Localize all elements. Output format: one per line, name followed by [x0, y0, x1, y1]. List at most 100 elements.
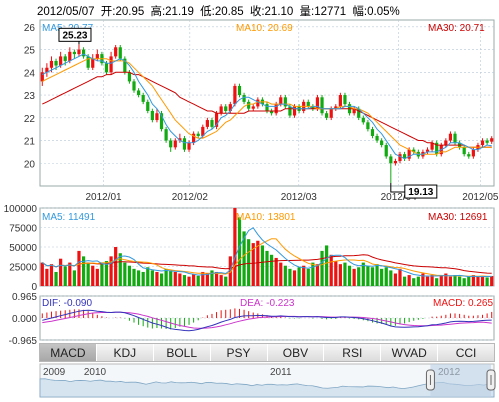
- candle-body: [251, 106, 255, 109]
- candle-body: [86, 56, 90, 68]
- volume-bar: [347, 265, 352, 286]
- tab-macd[interactable]: MACD: [40, 344, 97, 361]
- tab-wvad[interactable]: WVAD: [381, 344, 439, 361]
- macd-panel: -0.965 0.000 0.965 DIF: -0.090 DEA: -0.223 MA…: [9, 292, 495, 347]
- volume-bar: [169, 270, 173, 286]
- candle-body: [72, 51, 76, 55]
- volume-tick-label: 100000: [4, 204, 38, 215]
- volume-bar: [430, 275, 434, 286]
- max-annotation-box: [58, 27, 92, 42]
- volume-bar: [86, 262, 90, 286]
- volume-bar: [109, 256, 113, 286]
- candle-body: [164, 129, 168, 141]
- candle-body: [81, 49, 86, 57]
- candle-body: [288, 106, 292, 116]
- candle-body: [366, 122, 370, 130]
- volume-bar: [329, 254, 333, 286]
- candle-body: [205, 120, 209, 127]
- volume-bar: [448, 276, 453, 286]
- candle-body: [407, 149, 411, 159]
- volume-bar: [260, 245, 265, 286]
- volume-tick-label: 25000: [9, 263, 37, 274]
- candle-body: [109, 56, 113, 73]
- candle-body: [485, 140, 489, 143]
- volume-bar: [59, 258, 63, 286]
- candle-body: [315, 97, 320, 109]
- volume-bar: [95, 268, 99, 286]
- volume-bar: [150, 270, 154, 286]
- volume-bar: [233, 208, 237, 286]
- candle-body: [233, 85, 237, 105]
- volume-bar: [311, 262, 315, 286]
- volume-bar: [389, 270, 393, 286]
- candle-body: [155, 113, 159, 121]
- tab-cci[interactable]: CCI: [438, 344, 494, 361]
- volume-bar: [178, 273, 182, 286]
- volume-bar: [407, 275, 411, 286]
- candle-body: [192, 133, 196, 143]
- candle-body: [375, 135, 379, 141]
- candle-body: [352, 108, 356, 114]
- candle-body: [462, 147, 466, 155]
- volume-bar: [265, 250, 269, 286]
- candle-body: [114, 47, 118, 57]
- candle-body: [104, 63, 109, 73]
- quote-high: 高:21.19: [150, 6, 194, 18]
- candle-body: [256, 99, 260, 107]
- candle-body: [380, 140, 384, 146]
- x-tick-label: 2012/05: [462, 192, 499, 203]
- candle-body: [159, 113, 164, 130]
- tab-obv[interactable]: OBV: [267, 344, 325, 361]
- volume-bar: [205, 273, 209, 286]
- volume-bar: [114, 247, 118, 286]
- volume-bar: [214, 271, 219, 286]
- candle-body: [402, 154, 407, 159]
- volume-bar: [100, 264, 104, 286]
- volume-ma5-line: [42, 227, 492, 278]
- volume-bar: [159, 273, 164, 286]
- volume-bar: [123, 262, 127, 286]
- volume-bar: [357, 267, 361, 286]
- navigator-panel: 2009201020112012: [39, 363, 496, 398]
- x-tick-label: 2012/03: [281, 192, 318, 203]
- candle-body: [201, 126, 205, 136]
- volume-ma30-line: [42, 254, 492, 274]
- volume-bar: [192, 274, 196, 286]
- tab-psy[interactable]: PSY: [210, 344, 268, 361]
- volume-bar: [485, 277, 489, 286]
- candle-body: [118, 47, 122, 59]
- candle-body: [435, 142, 439, 155]
- candle-body: [91, 58, 95, 68]
- volume-ma5-label: MA5: 11491: [42, 212, 96, 223]
- volume-bar: [77, 250, 81, 286]
- volume-bar: [444, 273, 448, 286]
- volume-bar: [237, 217, 242, 286]
- volume-bar: [269, 254, 274, 286]
- volume-bar: [325, 245, 329, 286]
- candle-body: [242, 95, 246, 102]
- candle-body: [480, 140, 485, 146]
- volume-bar: [467, 276, 471, 286]
- candle-body: [311, 106, 315, 109]
- volume-bar: [302, 265, 306, 286]
- volume-bar: [361, 262, 365, 286]
- candle-body: [68, 51, 72, 61]
- candle-body: [265, 104, 269, 111]
- volume-bar: [393, 273, 398, 286]
- quote-open: 开:20.95: [100, 6, 145, 18]
- macd-tick-label: 0.965: [12, 292, 37, 303]
- quote-volume: 量:12771: [299, 6, 347, 18]
- tab-boll[interactable]: BOLL: [153, 344, 211, 361]
- volume-bar: [375, 264, 379, 286]
- price-ma10-label: MA10: 20.69: [236, 23, 293, 34]
- volume-bar: [54, 271, 58, 286]
- volume-bar: [251, 243, 255, 286]
- candle-body: [224, 106, 228, 111]
- tab-rsi[interactable]: RSI: [324, 344, 382, 361]
- tab-kdj[interactable]: KDJ: [96, 344, 154, 361]
- volume-bar: [421, 273, 425, 286]
- quote-date: 2012/05/07: [37, 6, 95, 18]
- volume-bar: [247, 239, 251, 286]
- x-tick-label: 2012/02: [172, 192, 209, 203]
